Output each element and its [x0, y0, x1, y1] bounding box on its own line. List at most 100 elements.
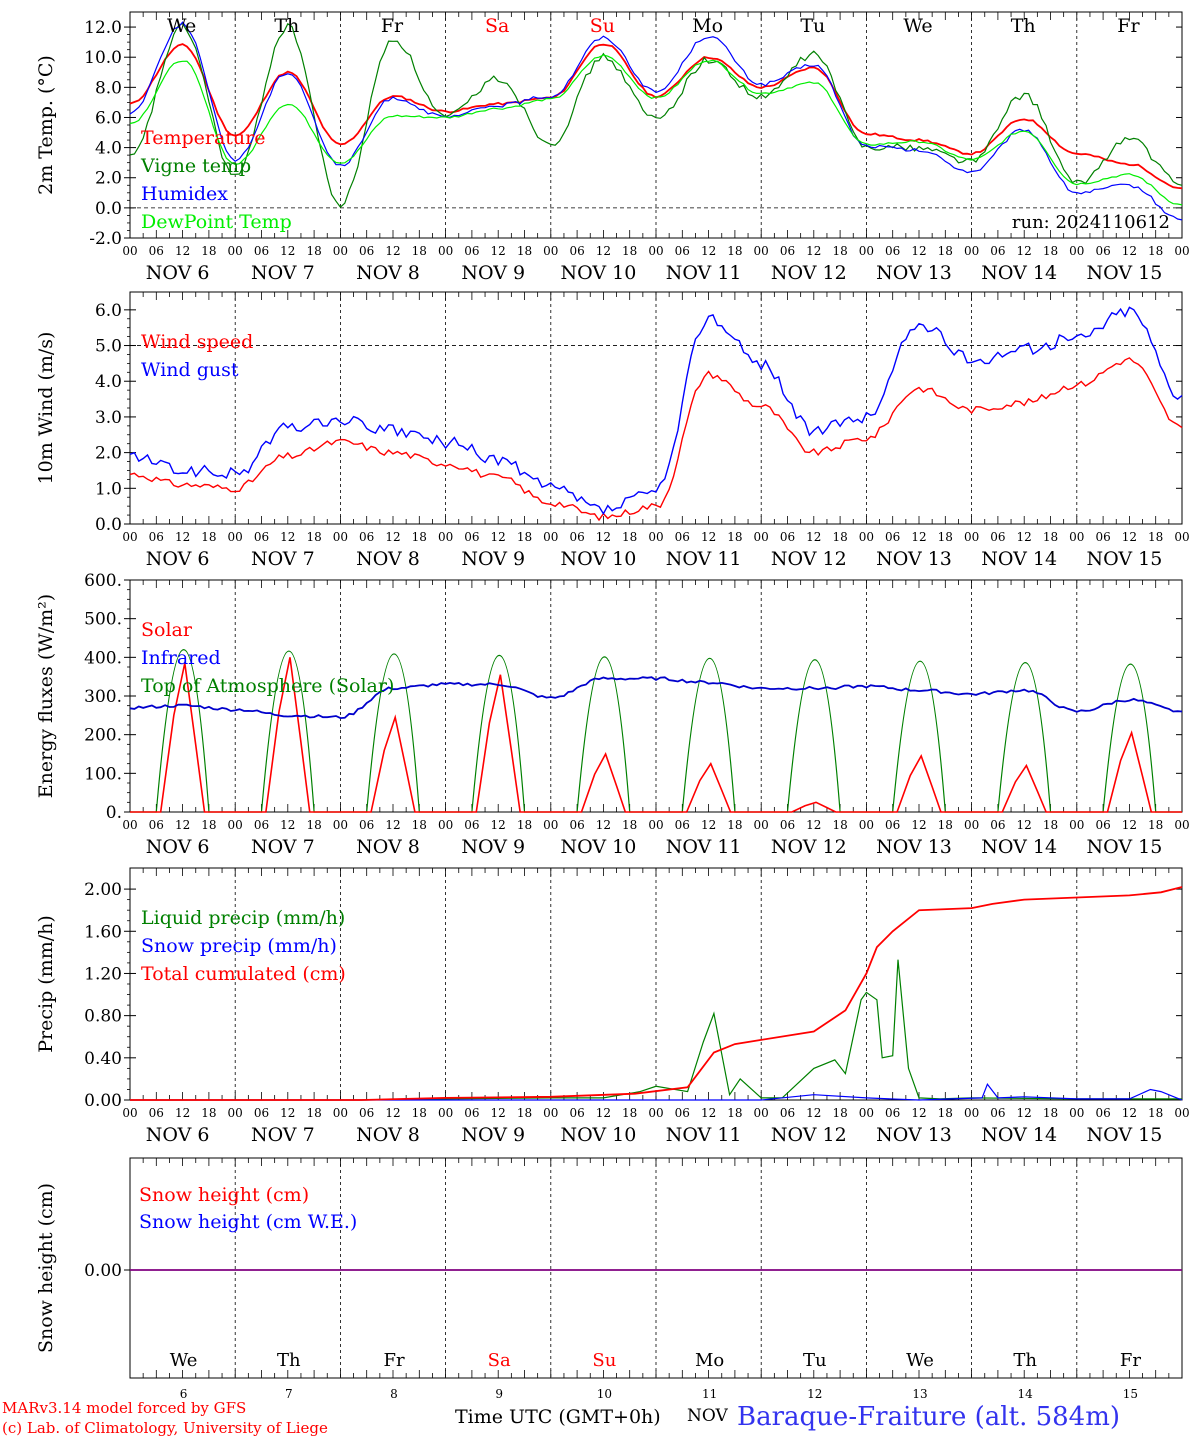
hour-tick-label: 12	[806, 530, 821, 544]
weekday-label: Th	[274, 15, 299, 37]
date-label: NOV 7	[251, 548, 315, 570]
hour-tick-label: 00	[228, 244, 243, 258]
weekday-label: Mo	[692, 15, 723, 37]
day-number-label: 9	[495, 1387, 503, 1401]
hour-tick-label: 12	[175, 818, 190, 832]
day-number-label: 8	[390, 1387, 398, 1401]
hour-tick-label: 18	[622, 818, 637, 832]
hour-tick-label: 00	[754, 818, 769, 832]
date-label: NOV 11	[666, 1124, 742, 1146]
hour-tick-label: 06	[254, 244, 269, 258]
y-tick-label: 0.00	[84, 1091, 122, 1111]
day-number-label: 7	[285, 1387, 293, 1401]
hour-tick-label: 18	[832, 244, 847, 258]
hour-tick-label: 12	[911, 530, 926, 544]
date-label: NOV 12	[771, 262, 847, 284]
hour-tick-label: 06	[149, 1106, 164, 1120]
date-label: NOV 10	[560, 262, 636, 284]
hour-tick-label: 18	[622, 244, 637, 258]
date-label: NOV 9	[461, 1124, 525, 1146]
hour-tick-label: 18	[306, 244, 321, 258]
date-label: NOV 9	[461, 836, 525, 858]
date-label: NOV 10	[560, 548, 636, 570]
hour-tick-label: 12	[385, 530, 400, 544]
date-label: NOV 15	[1086, 548, 1162, 570]
hour-tick-label: 00	[543, 244, 558, 258]
y-tick-label: 600.	[84, 571, 122, 591]
weekday-label-bottom: Fr	[1120, 1350, 1141, 1371]
weekday-label: Su	[590, 15, 615, 37]
hour-tick-label: 06	[990, 1106, 1005, 1120]
hour-tick-label: 12	[175, 244, 190, 258]
hour-tick-label: 00	[543, 530, 558, 544]
hour-tick-label: 00	[1069, 244, 1084, 258]
hour-tick-label: 18	[412, 530, 427, 544]
hour-tick-label: 18	[412, 818, 427, 832]
date-label: NOV 13	[876, 1124, 952, 1146]
hour-tick-label: 06	[1095, 244, 1110, 258]
hour-tick-label: 00	[333, 244, 348, 258]
solar-line	[130, 657, 1182, 813]
hour-tick-label: 06	[780, 530, 795, 544]
date-label: NOV 12	[771, 548, 847, 570]
weekday-label-bottom: Mo	[695, 1350, 724, 1371]
hour-tick-label: 12	[806, 244, 821, 258]
y-tick-label: 3.0	[95, 408, 122, 428]
y-tick-label: 0.0	[95, 515, 122, 535]
y-tick-label: 200.	[84, 726, 122, 746]
hour-tick-label: 12	[280, 1106, 295, 1120]
hour-tick-label: 00	[333, 1106, 348, 1120]
legend-entry: Infrared	[141, 647, 221, 669]
hour-tick-label: 12	[280, 818, 295, 832]
hour-tick-label: 06	[885, 530, 900, 544]
hour-tick-label: 06	[569, 244, 584, 258]
weekday-label-bottom: Th	[1013, 1350, 1037, 1371]
date-label: NOV 13	[876, 262, 952, 284]
hour-tick-label: 12	[280, 244, 295, 258]
hour-tick-label: 12	[175, 530, 190, 544]
hour-tick-label: 18	[1148, 818, 1163, 832]
hour-tick-label: 12	[1122, 818, 1137, 832]
hour-tick-label: 18	[727, 1106, 742, 1120]
hour-tick-label: 18	[517, 244, 532, 258]
hour-tick-label: 06	[149, 818, 164, 832]
temp-series-line	[129, 54, 1183, 206]
hour-tick-label: 12	[385, 244, 400, 258]
date-label: NOV 14	[981, 548, 1057, 570]
weekday-label-bottom: Sa	[488, 1350, 511, 1371]
hour-tick-label: 00	[964, 244, 979, 258]
y-tick-label: 10.0	[84, 48, 122, 68]
day-number-label: 12	[807, 1387, 822, 1401]
y-axis-label: 2m Temp. (°C)	[35, 55, 57, 195]
date-label: NOV 8	[356, 548, 420, 570]
hour-tick-label: 00	[964, 1106, 979, 1120]
hour-tick-label: 00	[438, 530, 453, 544]
hour-tick-label: 06	[990, 530, 1005, 544]
hour-tick-label: 18	[938, 530, 953, 544]
hour-tick-label: 06	[780, 818, 795, 832]
hour-tick-label: 06	[254, 818, 269, 832]
hour-tick-label: 00	[754, 244, 769, 258]
hour-tick-label: 00	[333, 818, 348, 832]
weekday-label: Fr	[381, 15, 404, 37]
y-tick-label: 1.0	[95, 479, 122, 499]
y-axis-label: Precip (mm/h)	[35, 915, 57, 1053]
y-tick-label: 400.	[84, 648, 122, 668]
hour-tick-label: 12	[491, 818, 506, 832]
hour-tick-label: 18	[517, 818, 532, 832]
hour-tick-label: 12	[1017, 530, 1032, 544]
hour-tick-label: 12	[701, 530, 716, 544]
hour-tick-label: 12	[596, 244, 611, 258]
date-label: NOV 14	[981, 836, 1057, 858]
hour-tick-label: 00	[859, 244, 874, 258]
hour-tick-label: 00	[859, 530, 874, 544]
y-axis-label: Snow height (cm)	[35, 1183, 57, 1353]
hour-tick-label: 18	[622, 530, 637, 544]
toa-solar-line	[130, 649, 1182, 813]
wind-series-line	[129, 306, 1183, 516]
y-tick-label: 0.40	[84, 1049, 122, 1069]
hour-tick-label: 12	[1017, 244, 1032, 258]
date-label: NOV 11	[666, 262, 742, 284]
hour-tick-label: 12	[1017, 1106, 1032, 1120]
hour-tick-label: 12	[385, 1106, 400, 1120]
